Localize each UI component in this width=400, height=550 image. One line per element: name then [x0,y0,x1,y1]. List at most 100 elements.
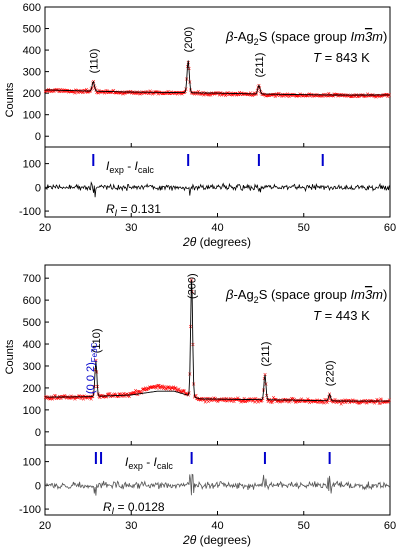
observed-point: × [292,398,296,405]
chart-1-diff-exp: exp [109,165,124,175]
observed-point: × [234,91,238,98]
observed-point: × [207,397,211,404]
observed-point: × [46,396,50,403]
observed-point: × [307,92,311,99]
observed-point: × [227,397,231,404]
observed-point: × [329,93,333,100]
observed-point: × [56,88,60,95]
observed-point: × [234,397,238,404]
observed-point: × [164,91,168,98]
observed-point: × [70,89,74,96]
observed-point: × [281,94,285,101]
observed-point: × [50,88,54,95]
observed-point: × [365,400,369,407]
observed-point: × [223,397,227,404]
observed-point: × [278,92,282,99]
observed-point: × [199,91,203,98]
observed-point: × [49,88,53,95]
observed-point: × [203,91,207,98]
observed-point: × [81,397,85,404]
observed-point: × [70,395,74,402]
observed-point: × [190,90,194,97]
observed-point: × [123,394,127,401]
observed-point: × [372,93,376,100]
observed-point: × [312,93,316,100]
observed-point: × [362,399,366,406]
observed-point: × [264,93,268,100]
diff-ytick-label: 0 [35,480,41,492]
observed-point: × [213,398,217,405]
observed-point: × [362,399,366,406]
observed-point: × [338,92,342,99]
chart-1-title-sg-bar3: 3 [365,29,373,44]
observed-point: × [153,384,157,391]
observed-point: × [197,397,201,404]
observed-point: × [365,93,369,100]
observed-point: × [367,94,371,101]
peak-label: (110) [88,49,100,74]
observed-point: × [236,92,240,99]
observed-point: × [298,399,302,406]
calculated-line [45,279,390,402]
observed-point: × [118,90,122,97]
observed-point: × [278,399,282,406]
chart-1-temperature-value: = 843 K [325,50,371,65]
observed-point: × [220,91,224,98]
observed-point: × [206,399,210,406]
observed-point: × [310,400,314,407]
observed-point: × [211,91,215,98]
observed-point: × [44,88,48,95]
observed-point: × [126,89,130,96]
observed-point: × [52,396,56,403]
observed-point: × [384,400,388,407]
observed-point: × [71,394,75,401]
observed-point: × [269,93,273,100]
observed-point: × [218,90,222,97]
observed-point: × [247,398,251,405]
observed-point: × [303,93,307,100]
observed-point: × [64,395,68,402]
chart-1-title-sub2: 2 [254,37,259,47]
observed-point: × [299,93,303,100]
observed-point: × [208,397,212,404]
observed-point: × [140,387,144,394]
observed-point: × [248,92,252,99]
chart-1-r-symbol: R [106,202,115,216]
observed-point: × [134,391,138,398]
chart-2-diff-exp: exp [128,461,143,471]
observed-point: × [246,92,250,99]
observed-point: × [84,90,88,97]
observed-point: × [192,91,196,98]
chart-1-diff-i2: I [135,159,139,173]
observed-point: × [286,398,290,405]
observed-point: × [303,398,307,405]
observed-point: × [57,394,61,401]
observed-point: × [282,397,286,404]
observed-point: × [357,94,361,101]
observed-point: × [359,93,363,100]
observed-point: × [85,89,89,96]
observed-point: × [154,385,158,392]
observed-point: × [88,395,92,402]
observed-point: × [112,90,116,97]
observed-point: × [330,398,334,405]
observed-point: × [285,94,289,101]
observed-point: × [83,88,87,95]
observed-point: × [380,400,384,407]
observed-point: × [172,387,176,394]
observed-point: × [265,397,269,404]
chart-1-r-factor: RI = 0.131 [106,202,161,218]
observed-point: × [243,91,247,98]
observed-point: × [151,91,155,98]
observed-point: × [102,394,106,401]
observed-point: × [325,92,329,99]
observed-point: × [238,92,242,99]
observed-point: × [107,90,111,97]
observed-point: × [258,398,262,405]
observed-point: × [147,385,151,392]
observed-point: × [176,91,180,98]
observed-point: × [251,92,255,99]
observed-point: × [334,399,338,406]
observed-point: × [246,397,250,404]
